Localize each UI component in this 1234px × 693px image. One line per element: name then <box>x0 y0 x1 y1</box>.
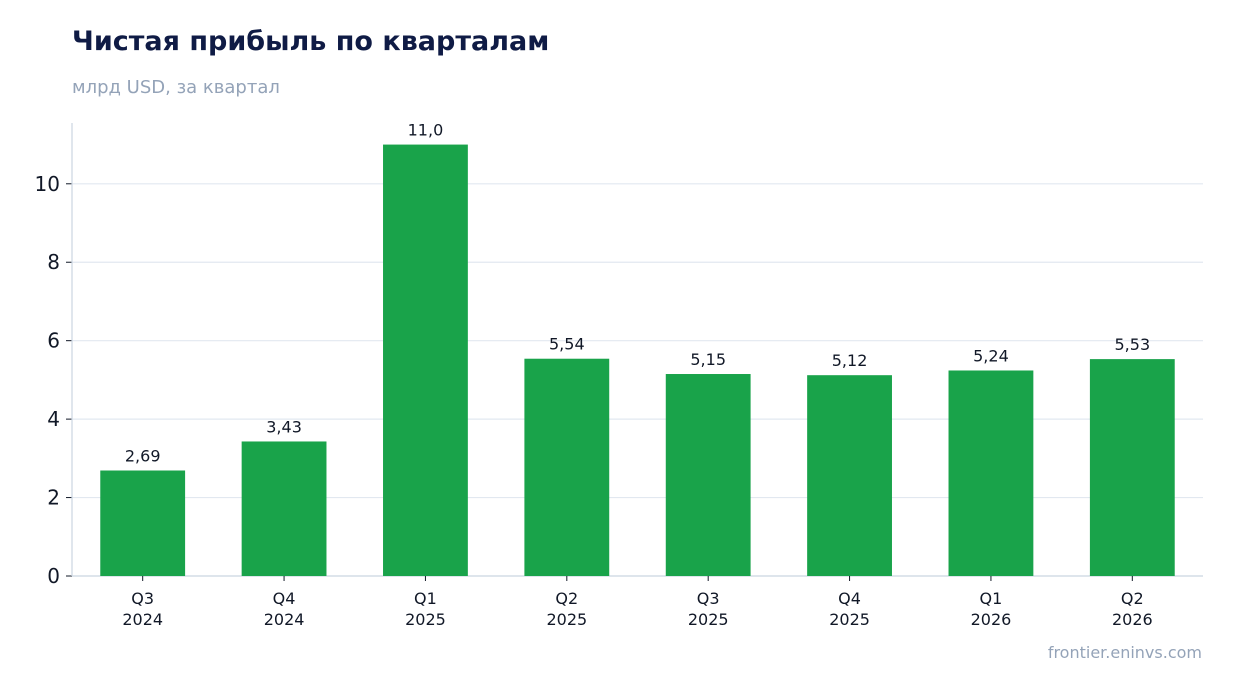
x-tick-label-quarter: Q3 <box>697 589 720 608</box>
bar-value-label: 5,53 <box>1115 335 1151 354</box>
bar-value-label: 2,69 <box>125 446 161 465</box>
y-tick-label: 6 <box>47 329 60 353</box>
bar-value-label: 5,15 <box>690 350 726 369</box>
x-tick-label-quarter: Q4 <box>273 589 296 608</box>
source-credit: frontier.eninvs.com <box>1047 643 1202 662</box>
x-tick-label-quarter: Q1 <box>980 589 1003 608</box>
x-tick-label-year: 2024 <box>122 610 163 629</box>
bar <box>807 375 892 576</box>
bar <box>948 370 1034 576</box>
x-tick-label-year: 2024 <box>264 610 305 629</box>
bar <box>383 144 468 577</box>
x-tick-label-quarter: Q1 <box>414 589 437 608</box>
y-tick-label: 0 <box>47 564 60 588</box>
bar-value-label: 3,43 <box>266 417 302 436</box>
x-tick-label-year: 2025 <box>829 610 870 629</box>
bars <box>100 144 1175 577</box>
bar-value-label: 5,12 <box>832 351 868 370</box>
x-tick-label-quarter: Q2 <box>1121 589 1144 608</box>
bar <box>524 358 610 576</box>
chart-subtitle: млрд USD, за квартал <box>72 77 280 98</box>
x-tick-label-year: 2025 <box>546 610 587 629</box>
y-tick-label: 8 <box>47 250 60 274</box>
y-tick-label: 4 <box>47 407 60 431</box>
x-tick-label-year: 2026 <box>971 610 1012 629</box>
x-tick-label-quarter: Q4 <box>838 589 861 608</box>
bar <box>665 374 751 576</box>
x-tick-label-year: 2026 <box>1112 610 1153 629</box>
bar-value-label: 5,24 <box>973 346 1009 365</box>
bar <box>100 470 186 576</box>
chart-title: Чистая прибыль по кварталам <box>72 26 550 57</box>
bar <box>241 441 327 576</box>
y-tick-label: 2 <box>47 486 60 510</box>
y-tick-label: 10 <box>35 172 60 196</box>
x-tick-label-year: 2025 <box>405 610 446 629</box>
x-tick-label-year: 2025 <box>688 610 729 629</box>
bar-value-label: 5,54 <box>549 335 585 354</box>
x-tick-label-quarter: Q2 <box>555 589 578 608</box>
x-tick-label-quarter: Q3 <box>131 589 154 608</box>
bar-value-label: 11,0 <box>408 121 444 140</box>
bar <box>1089 359 1175 576</box>
labels: 2,69 Q3 2024 3,43 Q4 2024 11,0 Q1 2025 5,54 Q2 2025… <box>122 121 1152 629</box>
